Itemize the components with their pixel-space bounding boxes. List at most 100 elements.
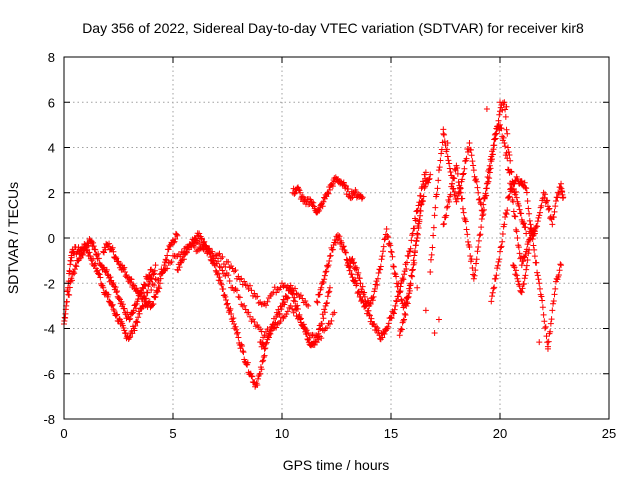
data-point bbox=[324, 299, 331, 306]
data-point bbox=[478, 224, 485, 231]
data-point bbox=[304, 336, 311, 343]
data-point bbox=[263, 302, 270, 309]
data-point bbox=[518, 178, 525, 185]
data-point bbox=[136, 310, 143, 317]
data-point bbox=[492, 275, 499, 282]
data-point bbox=[113, 289, 120, 296]
data-point bbox=[227, 305, 234, 312]
data-point bbox=[232, 267, 239, 274]
data-point bbox=[151, 282, 158, 289]
data-point bbox=[405, 293, 412, 300]
x-tick-label: 5 bbox=[169, 426, 176, 441]
data-point bbox=[549, 221, 556, 228]
data-point bbox=[539, 297, 546, 304]
data-point bbox=[509, 186, 516, 193]
data-point bbox=[261, 345, 268, 352]
data-point bbox=[251, 290, 258, 297]
data-point bbox=[388, 315, 395, 322]
data-point bbox=[226, 277, 233, 284]
data-point bbox=[348, 256, 355, 263]
data-point bbox=[497, 248, 503, 255]
data-point bbox=[502, 113, 509, 120]
data-point bbox=[427, 268, 434, 275]
data-point bbox=[480, 211, 487, 218]
data-point bbox=[325, 262, 332, 269]
data-point bbox=[228, 310, 235, 317]
data-point bbox=[460, 170, 467, 177]
data-point bbox=[240, 349, 247, 356]
data-point bbox=[121, 264, 128, 271]
data-point bbox=[263, 339, 270, 346]
data-point bbox=[180, 256, 187, 263]
data-point bbox=[323, 300, 330, 307]
data-point bbox=[284, 308, 291, 315]
data-point bbox=[459, 205, 466, 212]
data-point bbox=[332, 239, 339, 246]
data-point bbox=[172, 235, 179, 242]
data-point bbox=[385, 323, 392, 330]
data-point bbox=[555, 189, 562, 196]
data-point bbox=[294, 306, 301, 313]
data-point bbox=[383, 225, 390, 232]
data-point bbox=[503, 211, 510, 218]
data-point bbox=[491, 142, 498, 149]
data-point bbox=[436, 164, 443, 171]
data-point bbox=[145, 276, 152, 283]
data-point bbox=[361, 293, 368, 300]
data-point bbox=[346, 267, 353, 274]
data-point bbox=[393, 273, 400, 280]
data-point bbox=[433, 191, 440, 198]
data-point bbox=[365, 307, 372, 314]
chart-title: Day 356 of 2022, Sidereal Day-to-day VTE… bbox=[82, 20, 584, 36]
data-point bbox=[338, 239, 345, 246]
data-point bbox=[151, 270, 158, 277]
data-point bbox=[504, 130, 511, 137]
data-point bbox=[396, 332, 403, 339]
data-point bbox=[324, 324, 331, 331]
data-point bbox=[491, 136, 498, 143]
data-point bbox=[516, 206, 523, 213]
data-point bbox=[112, 312, 119, 319]
data-point bbox=[420, 193, 427, 200]
data-point bbox=[80, 245, 87, 252]
data-point bbox=[557, 184, 564, 191]
data-point bbox=[443, 204, 450, 211]
data-point bbox=[457, 189, 464, 196]
data-point bbox=[297, 316, 304, 323]
data-point bbox=[429, 244, 436, 251]
data-point bbox=[297, 315, 304, 322]
data-point-outlier bbox=[431, 330, 438, 337]
data-point bbox=[359, 283, 366, 290]
data-point bbox=[494, 262, 501, 269]
data-point bbox=[358, 195, 365, 202]
data-point bbox=[321, 276, 328, 283]
data-point bbox=[260, 357, 267, 364]
data-point bbox=[151, 267, 158, 274]
data-point bbox=[144, 289, 151, 296]
data-point bbox=[318, 284, 325, 291]
data-point bbox=[146, 298, 153, 305]
data-point bbox=[510, 208, 517, 215]
data-point bbox=[499, 133, 506, 140]
data-point bbox=[81, 248, 88, 255]
data-point bbox=[316, 326, 323, 333]
data-point bbox=[236, 294, 243, 301]
data-point bbox=[489, 293, 496, 300]
data-point bbox=[525, 250, 532, 257]
data-point bbox=[68, 254, 75, 261]
data-point bbox=[236, 276, 243, 283]
data-point bbox=[409, 267, 416, 274]
data-point bbox=[554, 194, 561, 201]
data-point bbox=[524, 256, 531, 263]
data-point bbox=[137, 289, 144, 296]
data-point bbox=[290, 309, 297, 316]
data-point bbox=[361, 289, 368, 296]
data-point bbox=[71, 270, 78, 277]
data-point bbox=[446, 198, 453, 205]
data-point bbox=[174, 232, 181, 239]
data-point bbox=[110, 248, 117, 255]
data-point bbox=[296, 311, 303, 318]
data-point bbox=[491, 284, 498, 291]
data-point bbox=[470, 162, 477, 169]
data-point bbox=[127, 279, 134, 286]
